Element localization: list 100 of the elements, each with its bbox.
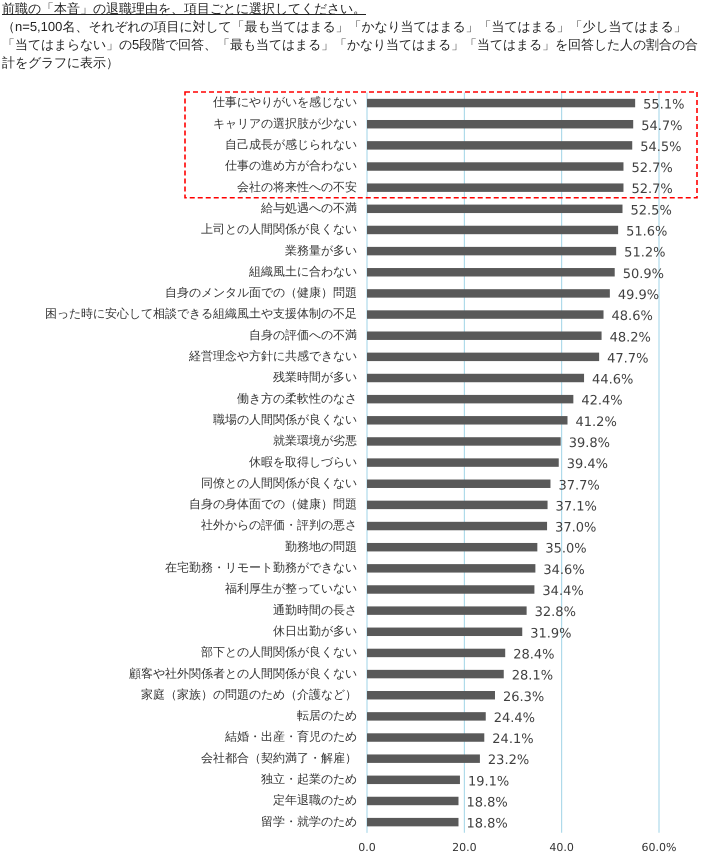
data-label: 35.0% — [545, 542, 587, 557]
y-tick-label: 仕事の進め方が合わない — [224, 158, 357, 173]
data-label: 51.2% — [624, 246, 666, 261]
data-label: 28.1% — [512, 668, 554, 684]
bar — [367, 289, 610, 298]
y-tick-label: 福利厚生が整っていない — [225, 582, 357, 596]
y-tick-label: 組織風土に合わない — [248, 264, 357, 278]
data-label: 52.7% — [631, 182, 673, 198]
data-label: 19.1% — [468, 774, 510, 790]
bar — [367, 542, 538, 552]
text: 前職の「本音」の退職理由を、項目ごとに選択してください。 — [2, 1, 366, 16]
bar — [367, 374, 584, 382]
y-tick-label: 転居のため — [297, 708, 357, 723]
y-tick-label: 独立・起業のため — [261, 772, 357, 786]
y-tick-label: 通勤時間の長さ — [273, 602, 357, 617]
data-label: 51.6% — [626, 224, 668, 240]
y-tick-label: 留学・就学のため — [261, 814, 357, 828]
y-tick-label: 職場の人間関係が良くない — [213, 412, 357, 426]
bar — [367, 183, 624, 192]
data-label: 48.2% — [610, 330, 651, 346]
data-label: 48.6% — [612, 309, 653, 324]
y-tick-label: 定年退職のため — [273, 793, 357, 808]
data-label: 32.8% — [534, 605, 576, 620]
bar — [367, 437, 561, 446]
y-tick-label: 自己成長が感じられない — [225, 138, 357, 152]
x-tick-label: 60.0% — [642, 841, 676, 854]
y-tick-label: 給与処遇への不満 — [260, 200, 357, 215]
data-label: 18.8% — [466, 816, 508, 832]
data-label: 26.3% — [502, 690, 544, 705]
y-tick-label: キャリアの選択肢が少ない — [213, 116, 357, 130]
y-tick-label: 部下との人間関係が良くない — [201, 645, 357, 660]
data-label: 37.1% — [556, 499, 597, 514]
bar — [367, 628, 522, 636]
data-label: 37.7% — [558, 478, 600, 494]
data-label: 55.1% — [643, 98, 684, 113]
bar — [367, 268, 615, 276]
bar — [367, 648, 506, 658]
bar — [367, 416, 568, 425]
y-tick-label: 自身のメンタル面での（健康）問題 — [165, 286, 357, 300]
data-label: 49.9% — [618, 288, 660, 303]
bar — [367, 522, 548, 530]
y-tick-label: 休日出勤が多い — [273, 624, 357, 638]
y-tick-label: 結婚・出産・育児のため — [224, 730, 357, 744]
y-tick-label: 仕事にやりがいを感じない — [212, 95, 357, 110]
bar — [367, 754, 480, 763]
bar — [367, 500, 548, 510]
y-tick-label: 業務量が多い — [285, 243, 357, 258]
data-label: 50.9% — [622, 266, 664, 282]
y-tick-label: 残業時間が多い — [273, 370, 357, 384]
y-tick-label: 自身の評価への不満 — [249, 328, 357, 342]
y-tick-label: 家庭（家族）の問題のため（介護など） — [141, 687, 357, 702]
bar — [367, 120, 634, 128]
y-tick-label: 顧客や社外関係者との人間関係が良くない — [129, 666, 357, 680]
bar — [367, 712, 486, 721]
y-tick-label: 休暇を取得しづらい — [249, 454, 357, 469]
data-label: 37.0% — [555, 520, 596, 536]
data-label: 28.4% — [513, 647, 555, 662]
data-label: 52.7% — [631, 161, 673, 176]
bar — [367, 585, 534, 594]
data-label: 54.5% — [640, 140, 682, 155]
data-label: 23.2% — [488, 753, 530, 768]
data-label: 24.1% — [492, 732, 534, 748]
y-tick-label: 働き方の柔軟性のなさ — [237, 391, 357, 406]
bar — [367, 310, 604, 319]
x-tick-label: 0.0 — [358, 841, 376, 854]
y-tick-label: 上司との人間関係が良くない — [201, 222, 357, 236]
y-tick-label: 同僚との人間関係が良くない — [201, 476, 357, 490]
bar — [367, 458, 559, 467]
data-label: 52.5% — [630, 203, 672, 218]
data-label: 41.2% — [576, 414, 617, 430]
data-label: 42.4% — [581, 394, 623, 409]
y-tick-label: 在宅勤務・リモート勤務ができない — [165, 560, 357, 575]
bar — [367, 246, 616, 256]
data-label: 18.8% — [466, 796, 508, 811]
data-label: 54.7% — [641, 118, 683, 134]
x-tick-label: 40.0 — [549, 841, 574, 854]
y-tick-label: 就業環境が劣悪 — [273, 434, 357, 448]
bar — [367, 670, 504, 678]
data-label: 39.8% — [568, 436, 610, 452]
y-tick-label: 経営理念や方針に共感できない — [188, 349, 357, 364]
bar — [367, 733, 484, 742]
bar — [367, 162, 624, 171]
bar — [367, 141, 632, 150]
y-tick-label: 自身の身体面での（健康）問題 — [189, 497, 357, 512]
bar — [367, 204, 622, 214]
bar — [367, 796, 458, 806]
chart-subtitle: （n=5,100名、それぞれの項目に対して「最も当てはまる」「かなり当てはまる」「当てはまる」「少し当てはまる」「当てはまらない」の5段階で回答、「最も当てはまる」「かなり当てはまる」「当てはまる」を回答した人の割合の合計をグラフに表示） — [2, 18, 700, 72]
bar — [367, 480, 550, 488]
bar — [367, 776, 460, 784]
data-label: 44.6% — [592, 372, 634, 388]
y-tick-label: 会社都合（契約満了・解雇） — [201, 750, 357, 765]
data-label: 31.9% — [530, 626, 572, 642]
y-tick-label: 会社の将来性への不安 — [237, 180, 357, 194]
y-tick-label: 社外からの評価・評判の悪さ — [201, 518, 357, 532]
bar — [367, 606, 527, 615]
bar — [367, 352, 600, 362]
data-label: 34.6% — [543, 562, 585, 578]
y-tick-label: 勤務地の問題 — [285, 539, 357, 554]
y-tick-label: 困った時に安心して相談できる組織風土や支援体制の不足 — [45, 306, 357, 321]
data-label: 47.7% — [607, 351, 648, 366]
